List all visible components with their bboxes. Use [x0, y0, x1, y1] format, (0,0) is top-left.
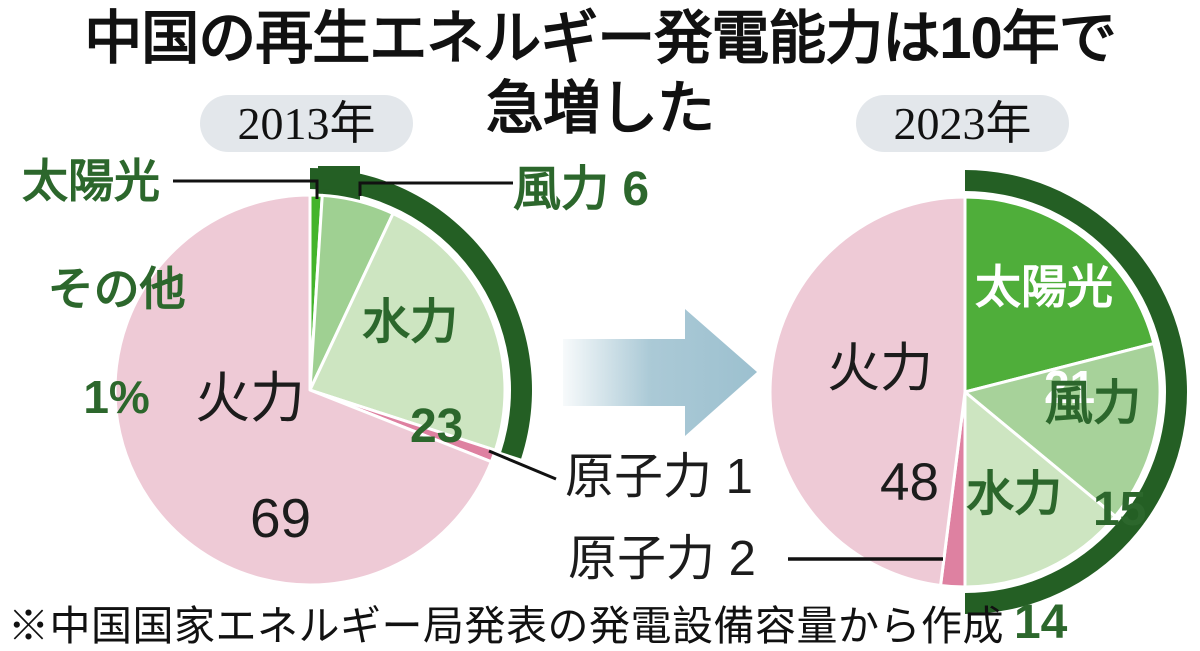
pie-slice-風力 — [963, 342, 1162, 518]
label-wind-2013: 風力 6 — [513, 163, 650, 216]
source-footnote: ※中国国家エネルギー局発表の発電設備容量から作成 — [8, 603, 1004, 649]
wind-2013-leader-line — [358, 181, 513, 196]
label-solar-other-2013: 太陽光 その他 1% — [22, 155, 186, 423]
pie-slice-水力 — [963, 390, 1117, 589]
pie-slice-水力 — [308, 212, 507, 452]
nuclear-2013-leader-line — [488, 449, 557, 481]
chart-title-line2: 急増した — [485, 76, 715, 141]
chart-title: 中国の再生エネルギー発電能力は10年で 急増した — [0, 4, 1200, 144]
year-badge-2013: 2013年 — [200, 95, 413, 152]
label-thermal-2023: 火力 48 — [826, 339, 939, 512]
chart-title-line1: 中国の再生エネルギー発電能力は10年で — [84, 6, 1117, 71]
pie-2013 — [113, 166, 532, 587]
pie-slice-太陽光 — [963, 195, 1156, 394]
pie-slice-火力 — [113, 193, 493, 587]
label-nuclear-2013: 原子力 1 — [565, 450, 753, 504]
arrow-right-icon — [563, 309, 757, 436]
label-wind-2023: 風力 15 — [1044, 377, 1147, 536]
label-nuclear-2023: 原子力 2 — [568, 532, 756, 586]
label-solar-2023: 太陽光 21 — [975, 261, 1113, 413]
solar-2013-leader-line — [173, 179, 319, 199]
pie-2023 — [768, 170, 1187, 614]
label-hydro-2013: 水力 23 — [361, 296, 464, 453]
renewable-arc — [310, 168, 532, 459]
label-hydro-2023: 水力 14 — [965, 468, 1068, 649]
year-badge-2023: 2023年 — [856, 95, 1069, 152]
label-thermal-2013: 火力 69 — [194, 367, 312, 549]
